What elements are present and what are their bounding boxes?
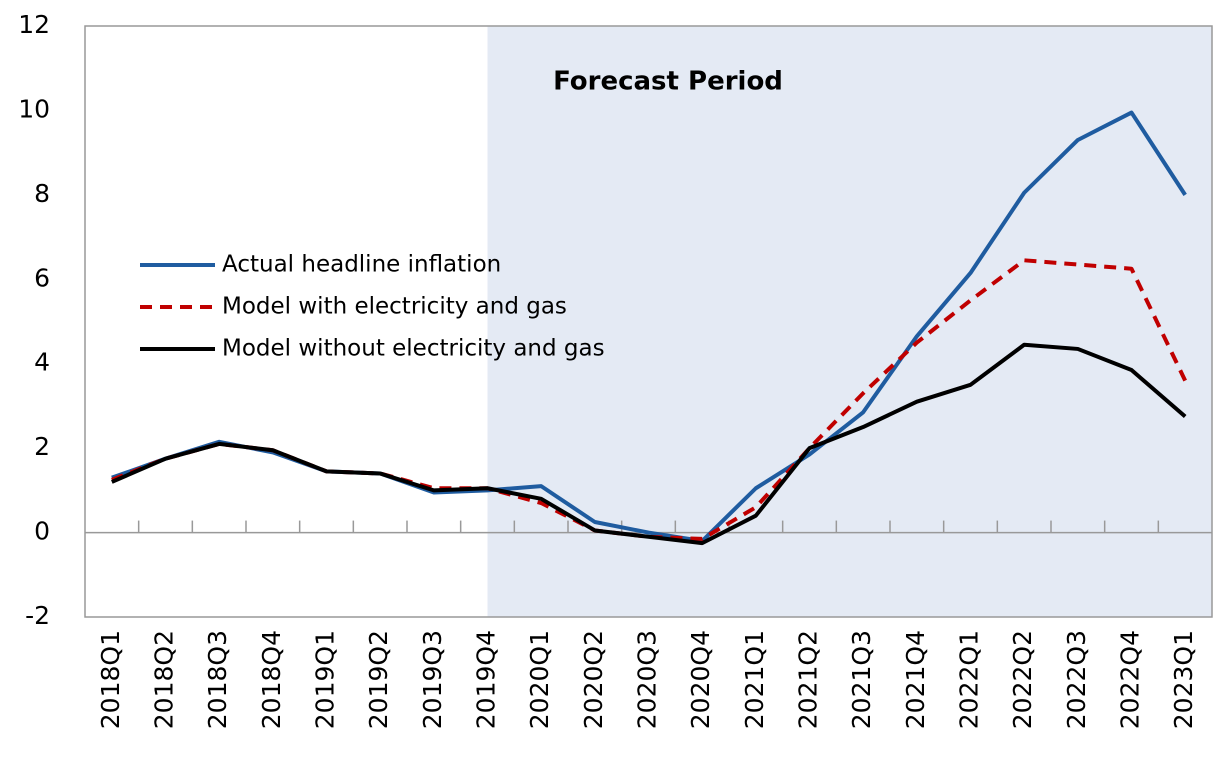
x-tick-label: 2018Q2 bbox=[150, 630, 179, 729]
x-tick-label: 2022Q2 bbox=[1008, 630, 1037, 729]
y-tick-label: 4 bbox=[34, 348, 50, 377]
y-tick-label: 12 bbox=[18, 10, 50, 39]
x-tick-label: 2019Q2 bbox=[364, 630, 393, 729]
x-tick-label: 2021Q4 bbox=[901, 630, 930, 729]
forecast-shade bbox=[487, 26, 1212, 617]
x-tick-label: 2021Q3 bbox=[847, 630, 876, 729]
x-tick-label: 2020Q4 bbox=[686, 630, 715, 729]
legend-label: Actual headline inflation bbox=[222, 252, 501, 278]
x-tick-label: 2018Q4 bbox=[257, 630, 286, 729]
legend-label: Model with electricity and gas bbox=[222, 294, 567, 320]
y-tick-label: 0 bbox=[34, 517, 50, 546]
y-tick-label: -2 bbox=[25, 601, 50, 630]
x-tick-label: 2021Q1 bbox=[740, 630, 769, 729]
x-tick-label: 2018Q1 bbox=[96, 630, 125, 729]
y-tick-label: 6 bbox=[34, 263, 50, 292]
series-line bbox=[111, 342, 1187, 546]
x-tick-label: 2021Q2 bbox=[794, 630, 823, 729]
y-tick-label: 10 bbox=[18, 94, 50, 123]
x-tick-label: 2022Q3 bbox=[1062, 630, 1091, 729]
x-tick-label: 2022Q4 bbox=[1116, 630, 1145, 729]
x-tick-label: 2020Q1 bbox=[525, 630, 554, 729]
x-tick-label: 2019Q4 bbox=[472, 630, 501, 729]
x-tick-label: 2023Q1 bbox=[1169, 630, 1198, 729]
x-tick-label: 2022Q1 bbox=[955, 630, 984, 729]
y-tick-label: 2 bbox=[34, 432, 50, 461]
x-tick-label: 2020Q2 bbox=[579, 630, 608, 729]
legend-label: Model without electricity and gas bbox=[222, 336, 605, 362]
y-tick-label: 8 bbox=[34, 179, 50, 208]
x-tick-label: 2019Q1 bbox=[311, 630, 340, 729]
x-tick-label: 2019Q3 bbox=[418, 630, 447, 729]
x-tick-label: 2020Q3 bbox=[633, 630, 662, 729]
plot-border bbox=[84, 25, 1213, 618]
x-tick-label: 2018Q3 bbox=[203, 630, 232, 729]
annotation: Forecast Period bbox=[553, 67, 783, 97]
